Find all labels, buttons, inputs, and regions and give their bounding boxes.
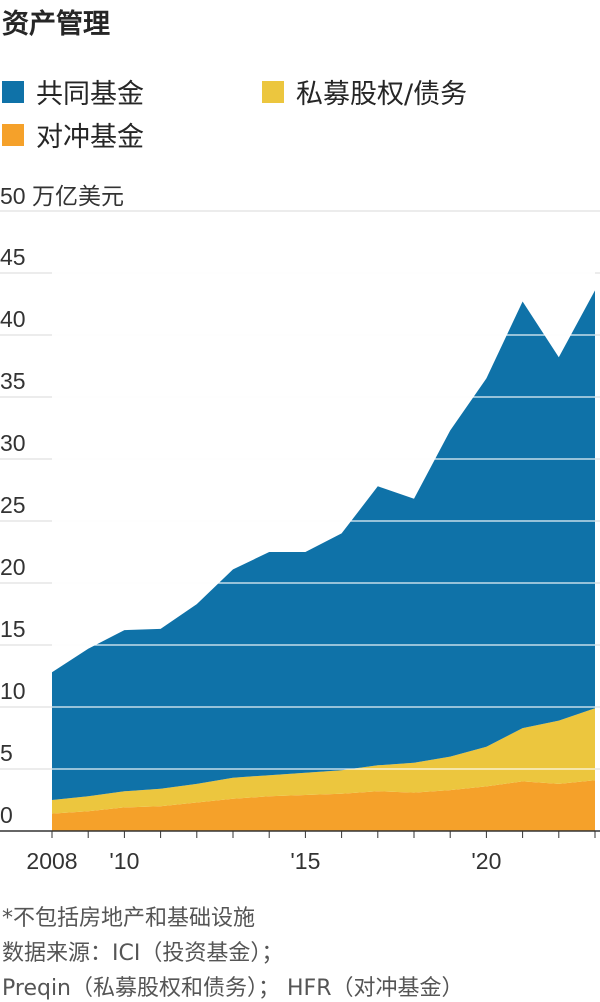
y-tick-label-15: 15	[0, 616, 26, 642]
y-tick-label-30: 30	[0, 430, 26, 456]
legend-swatch-mutual-funds	[2, 80, 24, 103]
x-axis: 2008 '10 '15 '20	[0, 830, 600, 874]
x-tick-label-2020: '20	[471, 848, 501, 874]
y-tick-label-25: 25	[0, 492, 26, 518]
area-series-2	[52, 290, 595, 800]
legend-swatch-private-equity	[262, 80, 284, 103]
legend-item-mutual-funds: 共同基金	[2, 72, 144, 111]
legend-swatch-hedge-funds	[2, 123, 24, 146]
y-tick-label-5: 5	[0, 740, 13, 766]
legend-label-private-equity: 私募股权/债务	[296, 79, 468, 110]
y-tick-label-20: 20	[0, 554, 26, 580]
y-tick-label-0: 0	[0, 802, 13, 828]
legend-label-mutual-funds: 共同基金	[36, 79, 144, 110]
x-tick-label-2008: 2008	[26, 848, 77, 874]
stacked-areas	[52, 272, 595, 831]
legend-item-private-equity: 私募股权/债务	[262, 72, 467, 111]
footnote-exclusion: *不包括房地产和基础设施	[2, 906, 256, 931]
x-tick-label-2015: '15	[290, 848, 320, 874]
source-line-1: 数据来源：ICI（投资基金）；	[2, 941, 284, 966]
legend-label-hedge-funds: 对冲基金	[36, 122, 144, 153]
y-unit-label: 50 万亿美元	[0, 183, 124, 209]
area-chart: 0 5 10 15 20 25 30 35 40 45 50 万亿美元 2008 '10 '15 '20	[0, 183, 600, 874]
area-series-0	[52, 780, 595, 831]
y-tick-label-40: 40	[0, 306, 26, 332]
y-tick-label-35: 35	[0, 368, 26, 394]
y-tick-label-10: 10	[0, 678, 26, 704]
area-series-1	[52, 708, 595, 814]
legend-item-hedge-funds: 对冲基金	[2, 115, 144, 154]
source-line-2: Preqin（私募股权和债务）； HFR（对冲基金）	[2, 976, 464, 1001]
x-tick-label-2010: '10	[109, 848, 139, 874]
y-tick-label-45: 45	[0, 244, 26, 270]
y-axis-ticks: 0 5 10 15 20 25 30 35 40 45 50 万亿美元	[0, 183, 124, 828]
chart-title: 资产管理	[2, 9, 110, 40]
